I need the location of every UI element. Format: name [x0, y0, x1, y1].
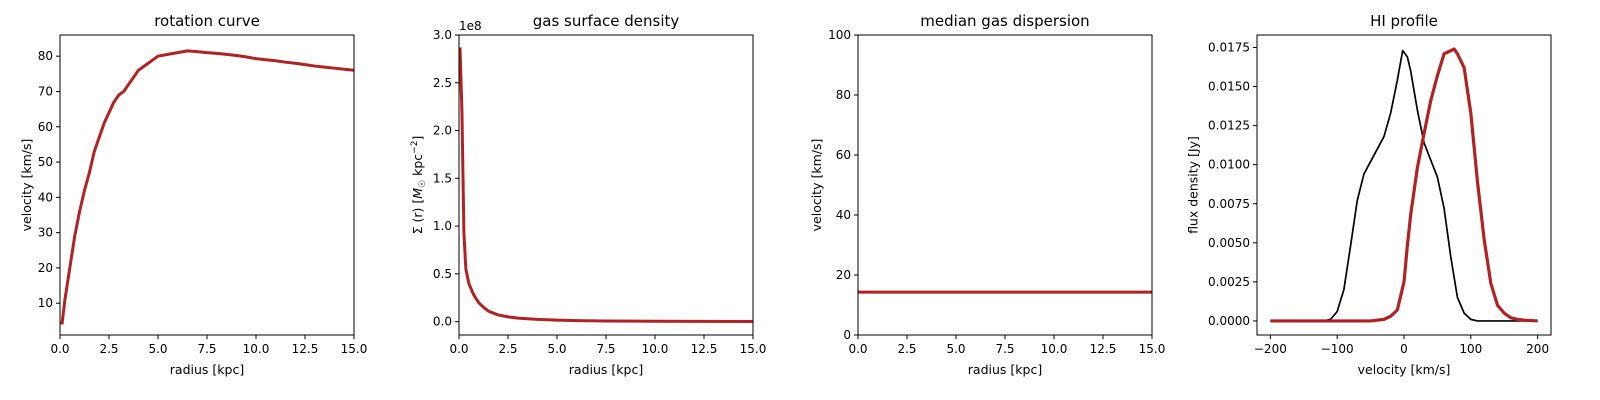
axes-frame [1256, 34, 1552, 336]
x-tick-label: 10.0 [243, 342, 270, 356]
x-tick-label: 12.5 [691, 342, 718, 356]
x-tick-label: 0.0 [50, 342, 69, 356]
chart-panel-4: −200 −100 0 100 200 0.0000 0.0025 0.0050 0.0075 0… [1185, 12, 1552, 377]
chart-title: rotation curve [154, 12, 260, 30]
x-tick-label: 15.0 [1139, 342, 1166, 356]
x-tick-label: 0 [1400, 342, 1408, 356]
y-tick-label: 80 [38, 49, 53, 63]
series-line-2 [1270, 47, 1538, 323]
x-tick-label: 0.0 [848, 342, 867, 356]
y-tick-label: 2.5 [433, 76, 452, 90]
x-axis-label: radius [kpc] [170, 362, 244, 377]
x-tick-label: 2.5 [498, 342, 517, 356]
axes-frame [857, 34, 1153, 336]
x-tick-label: 2.5 [897, 342, 916, 356]
x-tick-label: −100 [1321, 342, 1354, 356]
series-line-1 [60, 49, 354, 325]
x-tick-label: 7.5 [995, 342, 1014, 356]
chart-title: gas surface density [533, 12, 680, 30]
y-tick-label: 1.0 [433, 219, 452, 233]
x-axis-label: radius [kpc] [968, 362, 1042, 377]
y-axis-label: Σ (r) [M☉ kpc−2] [410, 136, 428, 235]
axis-offset-text: 1e8 [459, 19, 482, 33]
y-tick-label: 0.0050 [1208, 236, 1250, 250]
y-tick-label: 1.5 [433, 171, 452, 185]
y-tick-label: 50 [38, 155, 53, 169]
y-tick-label: 60 [38, 120, 53, 134]
x-tick-label: 2.5 [99, 342, 118, 356]
axes-frame [59, 34, 355, 336]
y-tick-label: 0 [843, 328, 851, 342]
y-axis-label: velocity [km/s] [19, 139, 34, 232]
y-tick-label: 2.0 [433, 124, 452, 138]
x-tick-label: 100 [1459, 342, 1482, 356]
y-tick-label: 80 [836, 88, 851, 102]
x-tick-label: 7.5 [197, 342, 216, 356]
y-axis-label: velocity [km/s] [809, 139, 824, 232]
y-tick-label: 10 [38, 296, 53, 310]
x-tick-label: 15.0 [341, 342, 368, 356]
y-axis-label: flux density [Jy] [1185, 136, 1200, 234]
y-tick-label: 0.0175 [1208, 41, 1250, 55]
y-tick-label: 40 [38, 190, 53, 204]
y-tick-label: 0.0075 [1208, 197, 1250, 211]
x-tick-label: 10.0 [1041, 342, 1068, 356]
x-tick-label: 5.0 [946, 342, 965, 356]
x-tick-label: 12.5 [292, 342, 319, 356]
x-tick-label: 5.0 [148, 342, 167, 356]
x-axis-label: radius [kpc] [569, 362, 643, 377]
chart-panel-1: 0.0 2.5 5.0 7.5 10.0 12.5 15.0 10 20 30 40 50 60 70 80… [19, 12, 368, 377]
y-tick-label: 20 [38, 261, 53, 275]
x-tick-label: 200 [1526, 342, 1549, 356]
y-tick-label: 0.0125 [1208, 119, 1250, 133]
x-tick-label: 7.5 [596, 342, 615, 356]
y-tick-label: 100 [828, 28, 851, 42]
x-tick-label: 5.0 [547, 342, 566, 356]
chart-panel-3: 0.0 2.5 5.0 7.5 10.0 12.5 15.0 0 20 40 60 80 100 medi… [809, 12, 1165, 377]
chart-title: HI profile [1370, 12, 1438, 30]
y-tick-label: 70 [38, 84, 53, 98]
x-tick-label: 0.0 [449, 342, 468, 356]
chart-title: median gas dispersion [920, 12, 1089, 30]
series-line-1 [459, 47, 753, 323]
x-axis-label: velocity [km/s] [1358, 362, 1451, 377]
y-tick-label: 0.0 [433, 315, 452, 329]
y-tick-label: 0.0100 [1208, 158, 1250, 172]
y-tick-label: 20 [836, 268, 851, 282]
y-tick-label: 0.5 [433, 267, 452, 281]
axes-frame [458, 34, 754, 336]
y-tick-label: 3.0 [433, 28, 452, 42]
chart-panel-2: 0.0 2.5 5.0 7.5 10.0 12.5 15.0 0.0 0.5 1.0 1.5 2.0 2… [410, 12, 766, 377]
y-tick-label: 0.0000 [1208, 314, 1250, 328]
y-tick-label: 0.0150 [1208, 80, 1250, 94]
y-tick-label: 40 [836, 208, 851, 222]
y-tick-label: 60 [836, 148, 851, 162]
y-tick-label: 30 [38, 226, 53, 240]
x-tick-label: 10.0 [642, 342, 669, 356]
x-tick-label: 15.0 [740, 342, 767, 356]
x-tick-label: 12.5 [1090, 342, 1117, 356]
series-line-1 [1270, 49, 1538, 322]
y-tick-label: 0.0025 [1208, 275, 1250, 289]
x-tick-label: −200 [1254, 342, 1287, 356]
